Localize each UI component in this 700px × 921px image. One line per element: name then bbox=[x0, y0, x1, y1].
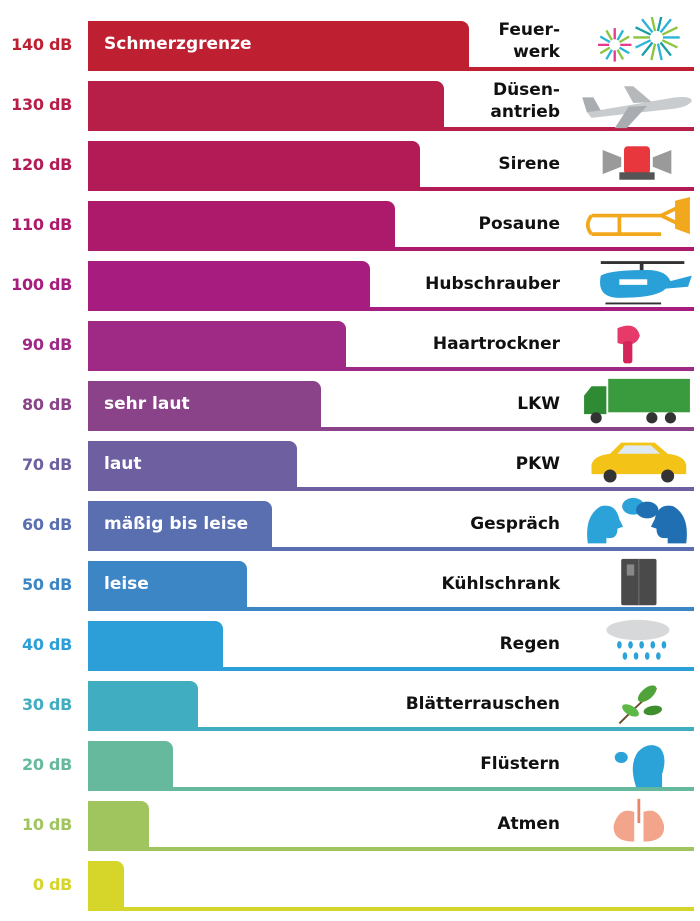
baseline bbox=[88, 667, 694, 671]
bar-row: 120 dB Sirene bbox=[0, 141, 700, 201]
bar bbox=[88, 741, 174, 791]
source-label: Hubschrauber bbox=[425, 274, 560, 294]
bar bbox=[88, 861, 124, 911]
bar-row: 90 dB Haartrockner bbox=[0, 321, 700, 381]
source-label: Regen bbox=[499, 634, 560, 654]
bar bbox=[88, 321, 346, 371]
source-label: Atmen bbox=[497, 814, 560, 834]
fireworks-icon bbox=[598, 17, 680, 62]
bar bbox=[88, 621, 223, 671]
baseline bbox=[88, 727, 694, 731]
source-label: Gespräch bbox=[470, 514, 560, 534]
category-label: sehr laut bbox=[104, 394, 190, 414]
baseline bbox=[88, 427, 694, 431]
leaves-icon bbox=[618, 685, 662, 725]
db-label: 130 dB bbox=[11, 95, 72, 114]
source-label: Kühlschrank bbox=[441, 574, 560, 594]
bar bbox=[88, 381, 322, 431]
bar-row: 60 dB mäßig bis leise Gespräch bbox=[0, 497, 700, 561]
db-label: 20 dB bbox=[22, 755, 72, 774]
bar bbox=[88, 561, 248, 611]
fridge-icon bbox=[621, 558, 657, 606]
db-label: 50 dB bbox=[22, 575, 72, 594]
baseline bbox=[88, 787, 694, 791]
hairdryer-icon bbox=[617, 325, 640, 364]
bar-row: 70 dB laut PKW bbox=[0, 441, 700, 501]
siren-icon bbox=[602, 146, 672, 180]
whisper-icon bbox=[614, 745, 665, 788]
bar-row: 130 dB Düsen- antrieb bbox=[0, 80, 700, 141]
db-label: 0 dB bbox=[32, 875, 72, 894]
db-label: 70 dB bbox=[22, 455, 72, 474]
baseline bbox=[88, 607, 694, 611]
db-label: 80 dB bbox=[22, 395, 72, 414]
bar-row: 10 dB Atmen bbox=[0, 798, 700, 861]
lungs-icon bbox=[613, 798, 665, 842]
bar bbox=[88, 141, 420, 191]
bar-row: 100 dB Hubschrauber bbox=[0, 261, 700, 321]
bar bbox=[88, 81, 445, 131]
truck-icon bbox=[584, 378, 690, 424]
bar-row: 40 dB Regen bbox=[0, 619, 700, 681]
source-label: Sirene bbox=[498, 154, 560, 174]
bar-row: 0 dB bbox=[0, 861, 700, 921]
db-label: 100 dB bbox=[11, 275, 72, 294]
bar bbox=[88, 21, 469, 71]
db-label: 110 dB bbox=[11, 215, 72, 234]
baseline bbox=[88, 307, 694, 311]
baseline bbox=[88, 487, 694, 491]
category-label: Schmerzgrenze bbox=[104, 34, 252, 54]
bar-row: 30 dB Blätterrauschen bbox=[0, 681, 700, 741]
db-label: 60 dB bbox=[22, 515, 72, 534]
baseline bbox=[88, 847, 694, 851]
category-label: leise bbox=[104, 574, 149, 594]
source-label: PKW bbox=[515, 454, 560, 474]
baseline bbox=[88, 547, 694, 551]
trombone-icon bbox=[585, 197, 690, 236]
bar-row: 110 dB Posaune bbox=[0, 197, 700, 261]
db-label: 120 dB bbox=[11, 155, 72, 174]
source-label: Posaune bbox=[478, 214, 560, 234]
bar bbox=[88, 801, 149, 851]
db-label: 90 dB bbox=[22, 335, 72, 354]
rain-icon bbox=[606, 619, 670, 660]
bar bbox=[88, 261, 371, 311]
source-label: LKW bbox=[517, 394, 560, 414]
category-label: mäßig bis leise bbox=[104, 514, 249, 534]
baseline bbox=[88, 367, 694, 371]
bar-row: 50 dB leise Kühlschrank bbox=[0, 558, 700, 621]
bar-row: 80 dB sehr laut LKW bbox=[0, 378, 700, 441]
conversation-icon bbox=[587, 497, 687, 544]
db-label: 140 dB bbox=[11, 35, 72, 54]
bar bbox=[88, 441, 297, 491]
db-label: 40 dB bbox=[22, 635, 72, 654]
airplane-icon bbox=[582, 86, 692, 129]
source-label: Haartrockner bbox=[432, 334, 560, 354]
bar bbox=[88, 681, 198, 731]
source-label: Flüstern bbox=[480, 754, 560, 774]
car-icon bbox=[591, 442, 687, 483]
bar-row: 140 dB Schmerzgrenze Feuer- werk bbox=[0, 17, 700, 81]
source-label: Feuer- werk bbox=[498, 20, 560, 62]
bar-row: 20 dB Flüstern bbox=[0, 741, 700, 801]
bar bbox=[88, 501, 272, 551]
bar bbox=[88, 201, 396, 251]
source-label: Düsen- antrieb bbox=[490, 80, 560, 122]
category-label: laut bbox=[104, 454, 142, 474]
helicopter-icon bbox=[600, 261, 692, 305]
db-label: 10 dB bbox=[22, 815, 72, 834]
source-label: Blätterrauschen bbox=[405, 694, 560, 714]
db-label: 30 dB bbox=[22, 695, 72, 714]
